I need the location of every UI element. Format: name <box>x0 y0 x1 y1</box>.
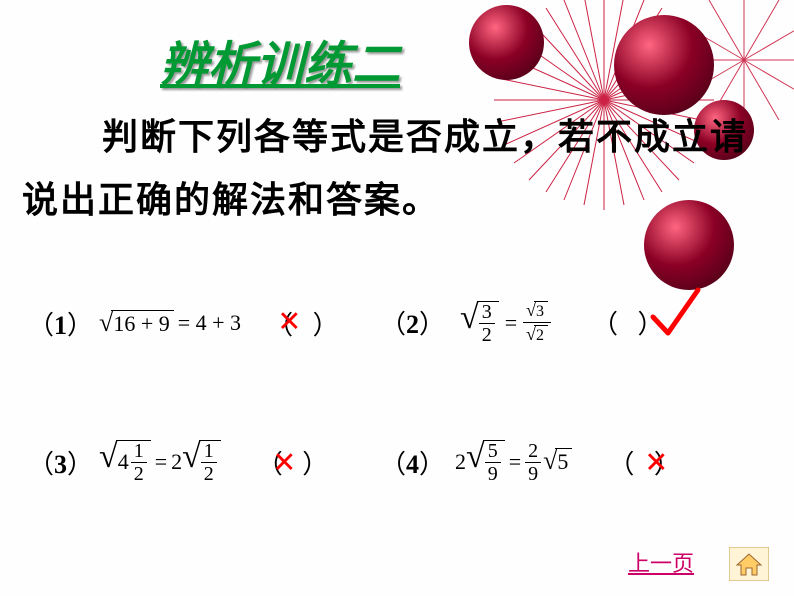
sphere-decor-2 <box>614 15 714 115</box>
page-title: 辨析训练二 <box>160 25 400 95</box>
problem-4: （4） 2 √59 = 29 √5 （ ） <box>380 440 680 484</box>
instruction-text: 判断下列各等式是否成立，若不成立请说出正确的解法和答案。 <box>22 105 772 231</box>
problem-2-number: （2） <box>380 304 445 341</box>
home-icon[interactable] <box>729 547 769 581</box>
problem-2-mark <box>648 285 708 345</box>
problem-2-formula: √32 = √3 √2 <box>460 300 551 345</box>
prev-page-link[interactable]: 上一页 <box>628 546 694 578</box>
instruction-content: 判断下列各等式是否成立，若不成立请说出正确的解法和答案。 <box>22 116 748 220</box>
problem-1-number: （1） <box>28 305 93 342</box>
problem-4-mark: × <box>645 438 668 485</box>
problem-2: （2） √32 = √3 √2 （ ） <box>380 300 664 345</box>
problem-4-formula: 2 √59 = 29 √5 <box>455 440 572 484</box>
problem-4-number: （4） <box>380 444 445 481</box>
sphere-decor-1 <box>469 5 544 80</box>
problem-3-number: （3） <box>28 444 93 481</box>
problem-3-mark: × <box>273 438 296 485</box>
problem-1-formula: √16 + 9 = 4 + 3 <box>99 310 241 337</box>
problem-3-formula: √412 = 2 √12 <box>99 440 221 484</box>
problem-1-mark: × <box>278 297 301 344</box>
